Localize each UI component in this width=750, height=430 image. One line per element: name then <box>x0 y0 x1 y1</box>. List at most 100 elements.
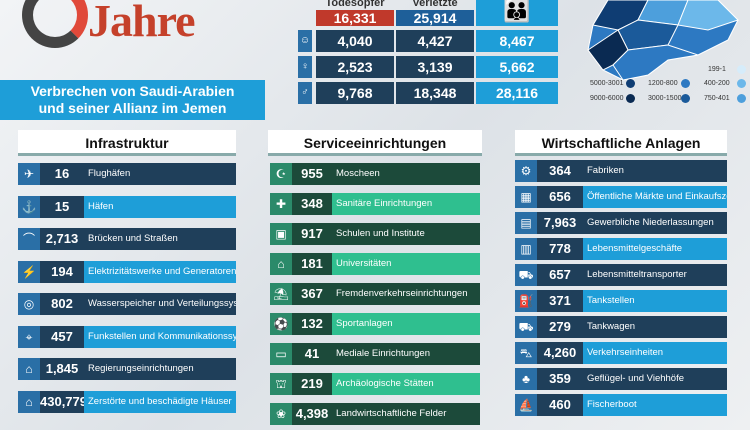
services-label: Schulen und Institute <box>332 223 480 245</box>
infrastructure-row: ⌂ 1,845 Regierungseinrichtungen <box>18 358 236 380</box>
services-label: Archäologische Stätten <box>332 373 480 395</box>
child-icon: ☺ <box>298 30 312 52</box>
economy-label: Fischerboot <box>583 394 727 416</box>
anchor-icon: ⚓ <box>18 195 40 218</box>
banner-line1: Verbrechen von Saudi-Arabien <box>30 83 235 99</box>
infrastructure-value: 2,713 <box>40 228 84 250</box>
university-icon: ⌂ <box>270 253 292 275</box>
water-icon: ◎ <box>18 293 40 315</box>
infrastructure-value: 457 <box>40 325 84 348</box>
map-legend: 199-1 5000-3001 1200-800 400-200 9000-60… <box>568 58 750 108</box>
infrastructure-row: ✈ 16 Flughäfen <box>18 163 236 185</box>
economy-value: 371 <box>537 290 583 312</box>
bridge-icon: ⌒ <box>18 228 40 250</box>
hospital-icon: ✚ <box>270 193 292 215</box>
market-icon: ▦ <box>515 186 537 208</box>
logo-word: Jahre <box>88 0 196 46</box>
services-heading: Serviceeinrichtungen <box>268 130 482 156</box>
injured-children: 4,427 <box>396 30 474 52</box>
tourism-icon: ⛱ <box>270 283 292 305</box>
economy-value: 359 <box>537 368 583 390</box>
injured-women: 3,139 <box>396 56 474 78</box>
services-value: 4,398 <box>292 403 332 425</box>
deaths-column: Todesopfer 16,331 4,040 2,523 9,768 <box>316 0 394 104</box>
services-label: Sanitäre Einrichtungen <box>332 193 480 215</box>
family-icon: 👪 <box>476 0 558 26</box>
services-row: ☪ 955 Moscheen <box>270 163 480 185</box>
infrastructure-label: Häfen <box>84 195 236 218</box>
economy-label: Lebensmitteltransporter <box>583 264 727 286</box>
injured-men: 18,348 <box>396 82 474 104</box>
services-value: 181 <box>292 253 332 275</box>
services-label: Landwirtschaftliche Felder <box>332 403 480 425</box>
economy-row: ▤ 7,963 Gewerbliche Niederlassungen <box>515 212 727 234</box>
economy-row: ⚙ 364 Fabriken <box>515 160 727 182</box>
antenna-icon: ⌖ <box>18 325 40 348</box>
sports-icon: ⚽ <box>270 313 292 335</box>
poultry-icon: ♣ <box>515 368 537 390</box>
deaths-heading: Todesopfer <box>325 0 385 9</box>
airplane-icon: ✈ <box>18 163 40 185</box>
car-icon: ⛍ <box>515 342 537 364</box>
economy-row: ⛽ 371 Tankstellen <box>515 290 727 312</box>
economy-row: ⛟ 279 Tankwagen <box>515 316 727 338</box>
legend-swatch <box>737 79 746 88</box>
services-value: 955 <box>292 163 332 185</box>
infrastructure-value: 15 <box>40 195 84 218</box>
economy-label: Lebensmittelgeschäfte <box>583 238 727 260</box>
economy-row: ♣ 359 Geflügel- und Viehhöfe <box>515 368 727 390</box>
services-row: ⛱ 367 Fremdenverkehrseinrichtungen <box>270 283 480 305</box>
farm-icon: ❀ <box>270 403 292 425</box>
truck-icon: ⛟ <box>515 264 537 286</box>
factory-icon: ⚙ <box>515 160 537 182</box>
infrastructure-label: Flughäfen <box>84 163 236 185</box>
infrastructure-label: Wasserspeicher und Verteilungssysteme <box>84 293 236 315</box>
legend-label: 400-200 <box>704 80 730 87</box>
economy-value: 7,963 <box>537 212 583 234</box>
services-value: 132 <box>292 313 332 335</box>
government-icon: ⌂ <box>18 358 40 380</box>
legend-label: 199-1 <box>708 66 726 73</box>
infrastructure-label: Elektrizitätswerke und Generatoren <box>84 260 236 283</box>
economy-heading: Wirtschaftliche Anlagen <box>515 130 727 156</box>
deaths-women: 2,523 <box>316 56 394 78</box>
total-women: 5,662 <box>476 56 558 78</box>
economy-value: 778 <box>537 238 583 260</box>
legend-label: 3000-1500 <box>648 95 682 102</box>
services-value: 367 <box>292 283 332 305</box>
injured-column: Verletzte 25,914 4,427 3,139 18,348 <box>396 0 474 104</box>
services-row: ⌂ 181 Universitäten <box>270 253 480 275</box>
banner-line2: und seiner Allianz im Jemen <box>38 100 227 116</box>
deaths-men: 9,768 <box>316 82 394 104</box>
economy-label: Öffentliche Märkte und Einkaufszentren <box>583 186 727 208</box>
services-label: Fremdenverkehrseinrichtungen <box>332 283 480 305</box>
man-icon: ♂ <box>298 82 312 104</box>
services-label: Sportanlagen <box>332 313 480 335</box>
fuel-icon: ⛽ <box>515 290 537 312</box>
woman-icon: ♀ <box>298 56 312 78</box>
mosque-icon: ☪ <box>270 163 292 185</box>
house-icon: ⌂ <box>18 390 40 413</box>
infrastructure-label: Brücken und Straßen <box>84 228 236 250</box>
injured-heading: Verletzte <box>412 0 458 9</box>
legend-swatch <box>681 79 690 88</box>
infrastructure-value: 16 <box>40 163 84 185</box>
legend-label: 5000-3001 <box>590 80 624 87</box>
economy-row: ⛵ 460 Fischerboot <box>515 394 727 416</box>
services-label: Moscheen <box>332 163 480 185</box>
infrastructure-value: 430,779 <box>40 390 87 413</box>
total-men: 28,116 <box>476 82 558 104</box>
total-column: 👪 8,467 5,662 28,116 <box>476 0 558 104</box>
legend-swatch <box>626 79 635 88</box>
economy-value: 364 <box>537 160 583 182</box>
economy-label: Geflügel- und Viehhöfe <box>583 368 727 390</box>
injured-total: 25,914 <box>396 10 474 26</box>
economy-row: ▥ 778 Lebensmittelgeschäfte <box>515 238 727 260</box>
boat-icon: ⛵ <box>515 394 537 416</box>
infrastructure-value: 194 <box>40 260 84 283</box>
services-label: Universitäten <box>332 253 480 275</box>
legend-swatch <box>681 94 690 103</box>
